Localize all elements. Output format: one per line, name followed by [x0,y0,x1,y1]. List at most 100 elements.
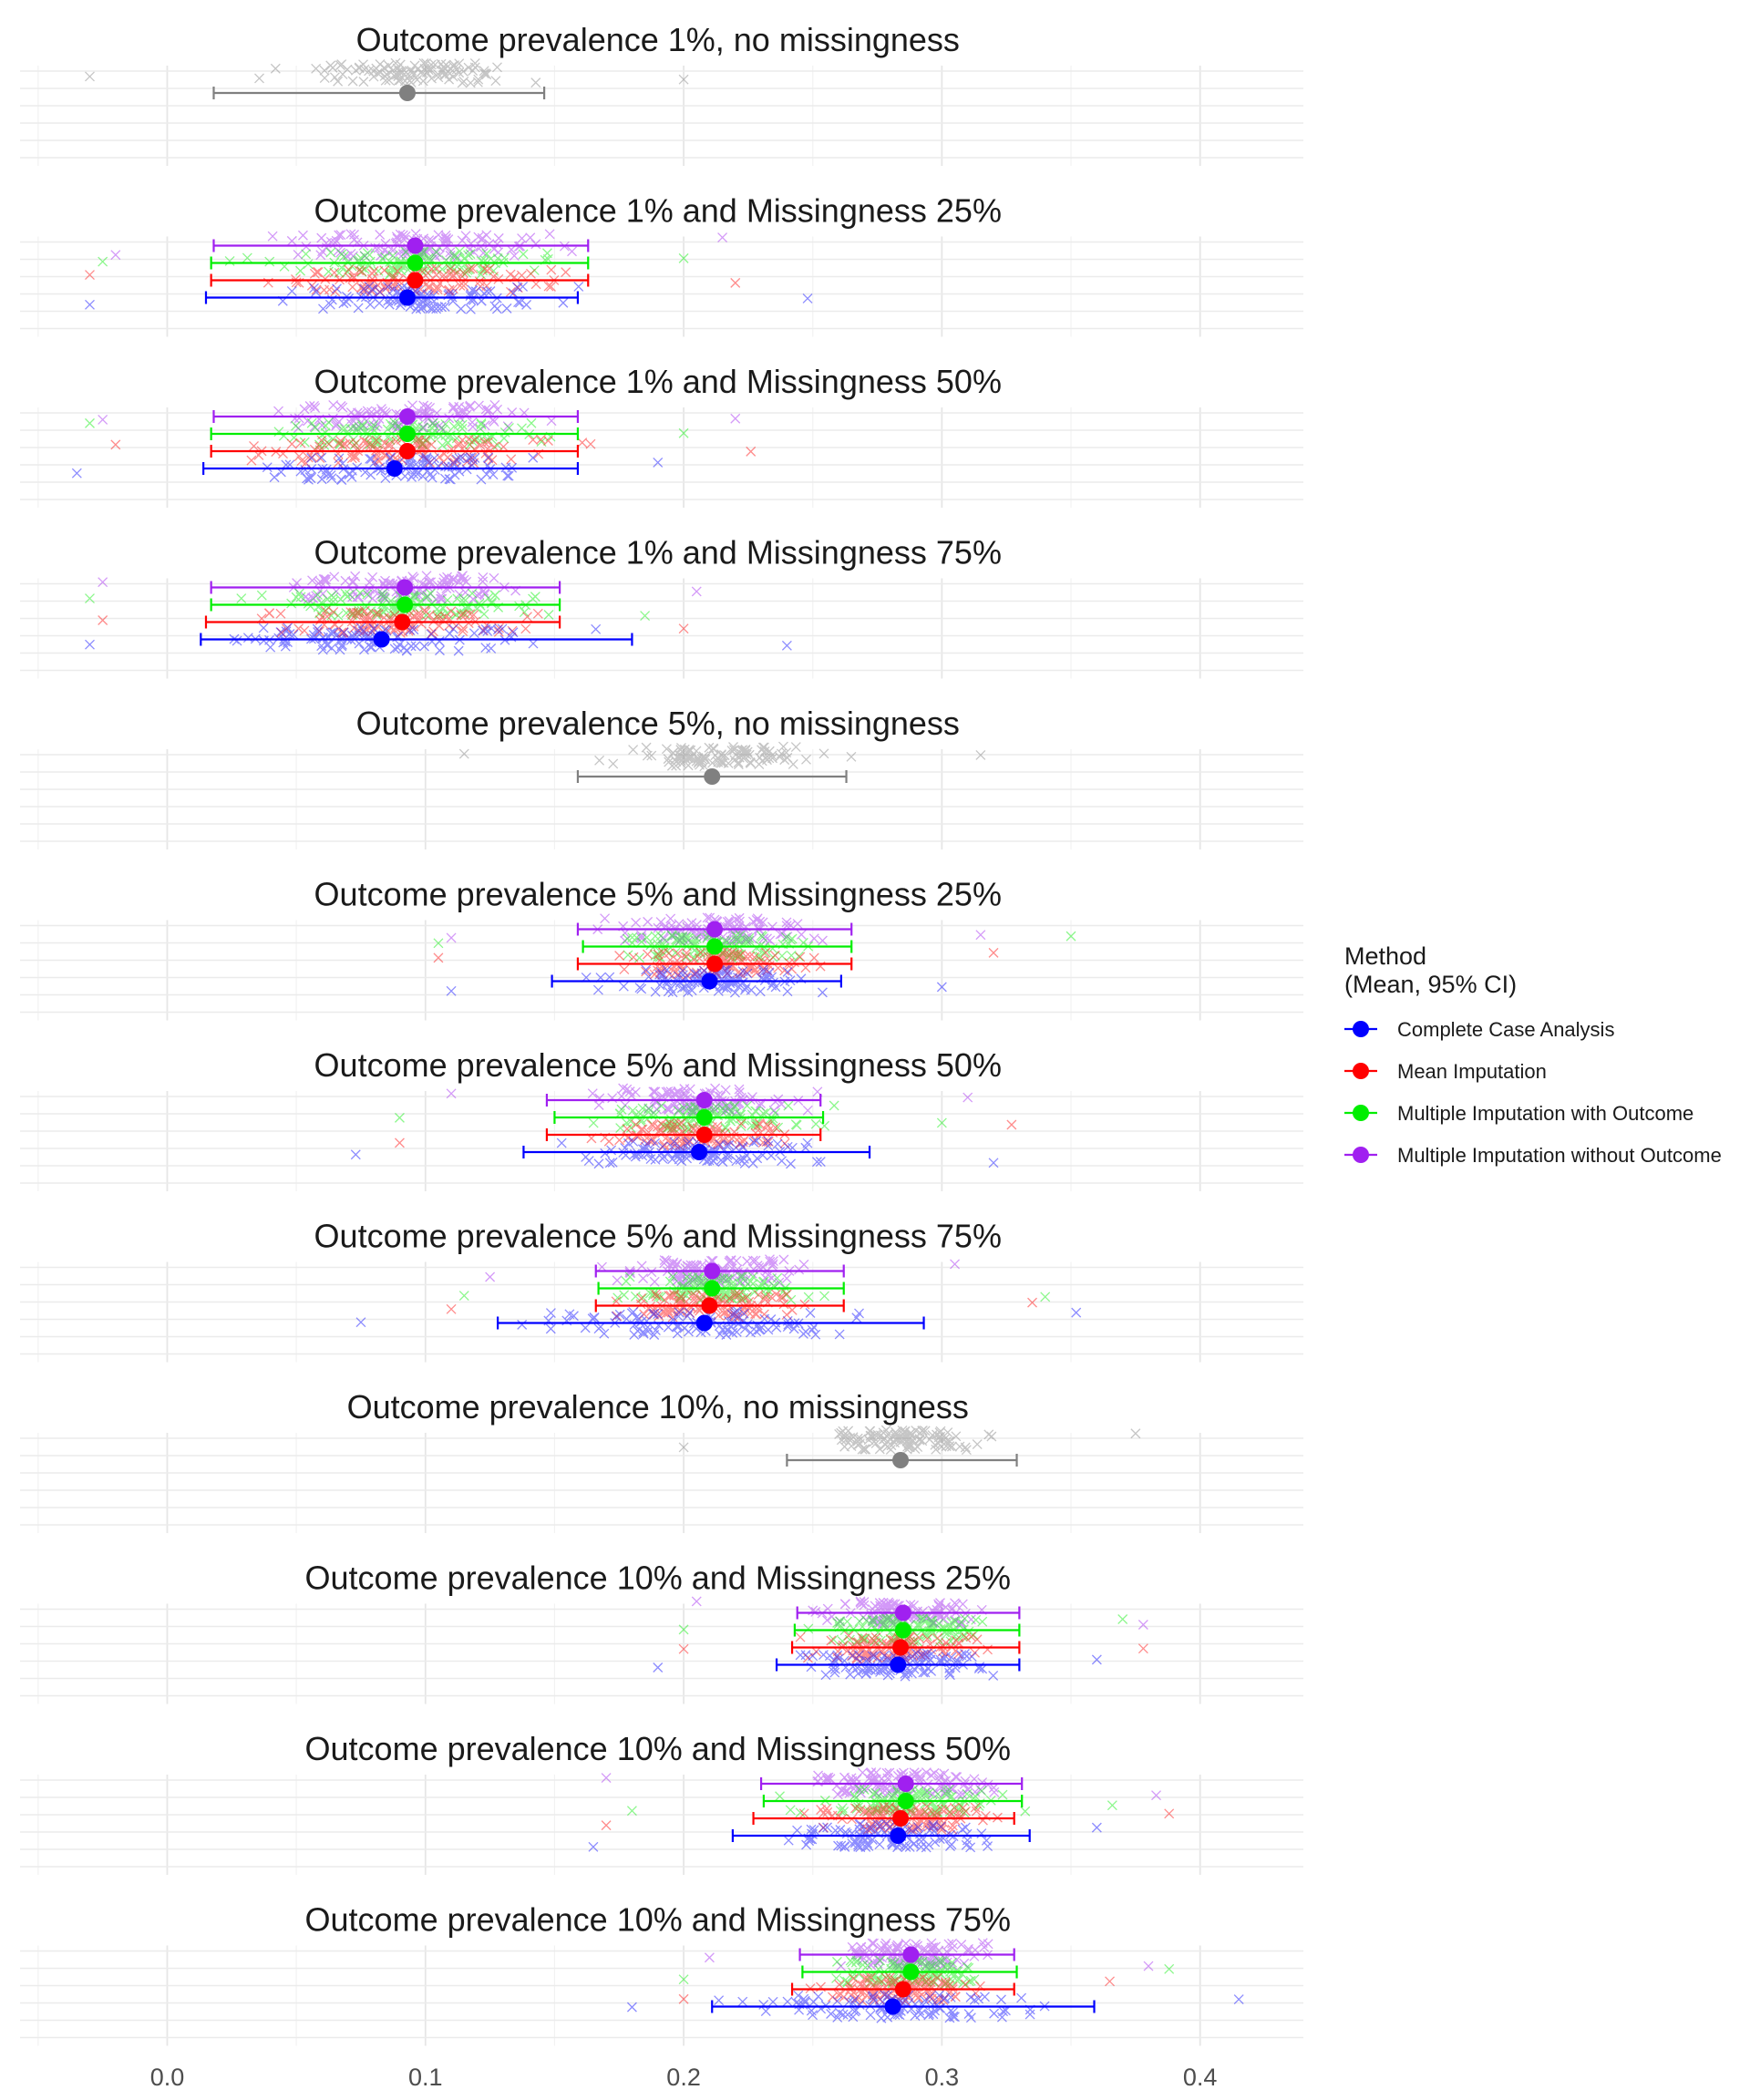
data-point [751,942,762,953]
panel-title: Outcome prevalence 5% and Missingness 50… [314,1046,1002,1084]
data-point [455,263,465,274]
data-point [983,1429,994,1440]
data-point [764,753,775,764]
data-point [732,932,743,942]
data-point [674,1118,685,1129]
data-point [770,1107,781,1118]
data-point [468,593,479,604]
data-point [854,1438,865,1449]
data-point [331,419,342,429]
data-point [695,928,706,939]
data-point [914,1435,925,1446]
data-point [715,1329,726,1340]
data-point [663,986,674,997]
data-point [444,474,455,485]
data-point [371,435,382,446]
data-point [860,1444,871,1455]
data-point [654,963,665,974]
data-point [669,1137,680,1148]
data-point [763,969,773,980]
data-point [666,1141,677,1152]
data-point [427,418,438,428]
data-point [454,67,465,78]
data-point [680,982,690,993]
data-point [669,1290,680,1301]
data-point [739,1135,750,1146]
data-point [729,987,740,998]
data-point [110,250,121,261]
data-point [388,420,399,431]
data-point [722,981,733,991]
data-point [359,64,370,75]
data-point [977,1815,988,1826]
data-point [428,417,439,428]
data-point [464,401,475,412]
data-point [761,1137,772,1148]
data-point [854,1819,865,1830]
data-point [678,252,689,263]
data-point [720,1282,730,1292]
data-point [683,1326,694,1337]
data-point [354,265,365,276]
data-point [675,1135,686,1146]
data-point [418,422,429,433]
data-point [335,439,345,450]
data-point [675,750,686,761]
data-point [393,248,404,259]
data-point [614,1135,624,1146]
data-point [649,1308,660,1319]
data-point [476,419,487,430]
data-point [725,1256,736,1266]
data-point [957,1599,968,1610]
data-point [365,454,376,465]
data-point [509,251,520,262]
data-point [458,571,468,582]
data-point [674,1140,685,1151]
data-point [643,1107,654,1117]
data-point [795,1650,806,1661]
data-point [645,940,656,951]
panel: Outcome prevalence 1% and Missingness 75… [20,534,1303,679]
data-point [674,1154,685,1165]
data-point [763,1270,774,1281]
data-point [1071,1307,1082,1318]
data-point [464,264,474,274]
data-point [741,951,751,962]
data-point [361,601,372,612]
data-point [338,626,349,637]
data-point [448,401,459,412]
data-point [971,1614,982,1625]
data-point [695,1277,706,1288]
data-point [988,947,999,958]
legend-label: Mean Imputation [1397,1060,1547,1083]
data-point [304,472,315,483]
data-point [486,598,497,609]
data-point [735,1275,746,1286]
panel: Outcome prevalence 5%, no missingness [20,705,1303,849]
data-point [663,1103,674,1114]
data-point [650,1086,661,1097]
data-point [372,67,383,78]
data-point [356,605,367,616]
data-point [314,441,325,452]
error-bar [210,596,561,613]
data-point [867,1616,878,1627]
data-point [769,1282,780,1292]
data-point [674,1289,685,1300]
data-point [884,1599,895,1610]
data-point [667,1271,678,1282]
data-point [739,937,750,947]
data-point [757,932,767,942]
data-point [895,1434,906,1445]
data-point [724,970,735,981]
data-point [489,441,499,452]
data-point [732,1312,743,1323]
data-point [429,59,440,70]
data-point [677,932,688,943]
data-point [329,267,340,278]
data-point [880,1433,890,1444]
data-point [767,972,777,983]
data-point [482,625,493,636]
data-point [675,1291,686,1302]
data-point [396,256,407,267]
